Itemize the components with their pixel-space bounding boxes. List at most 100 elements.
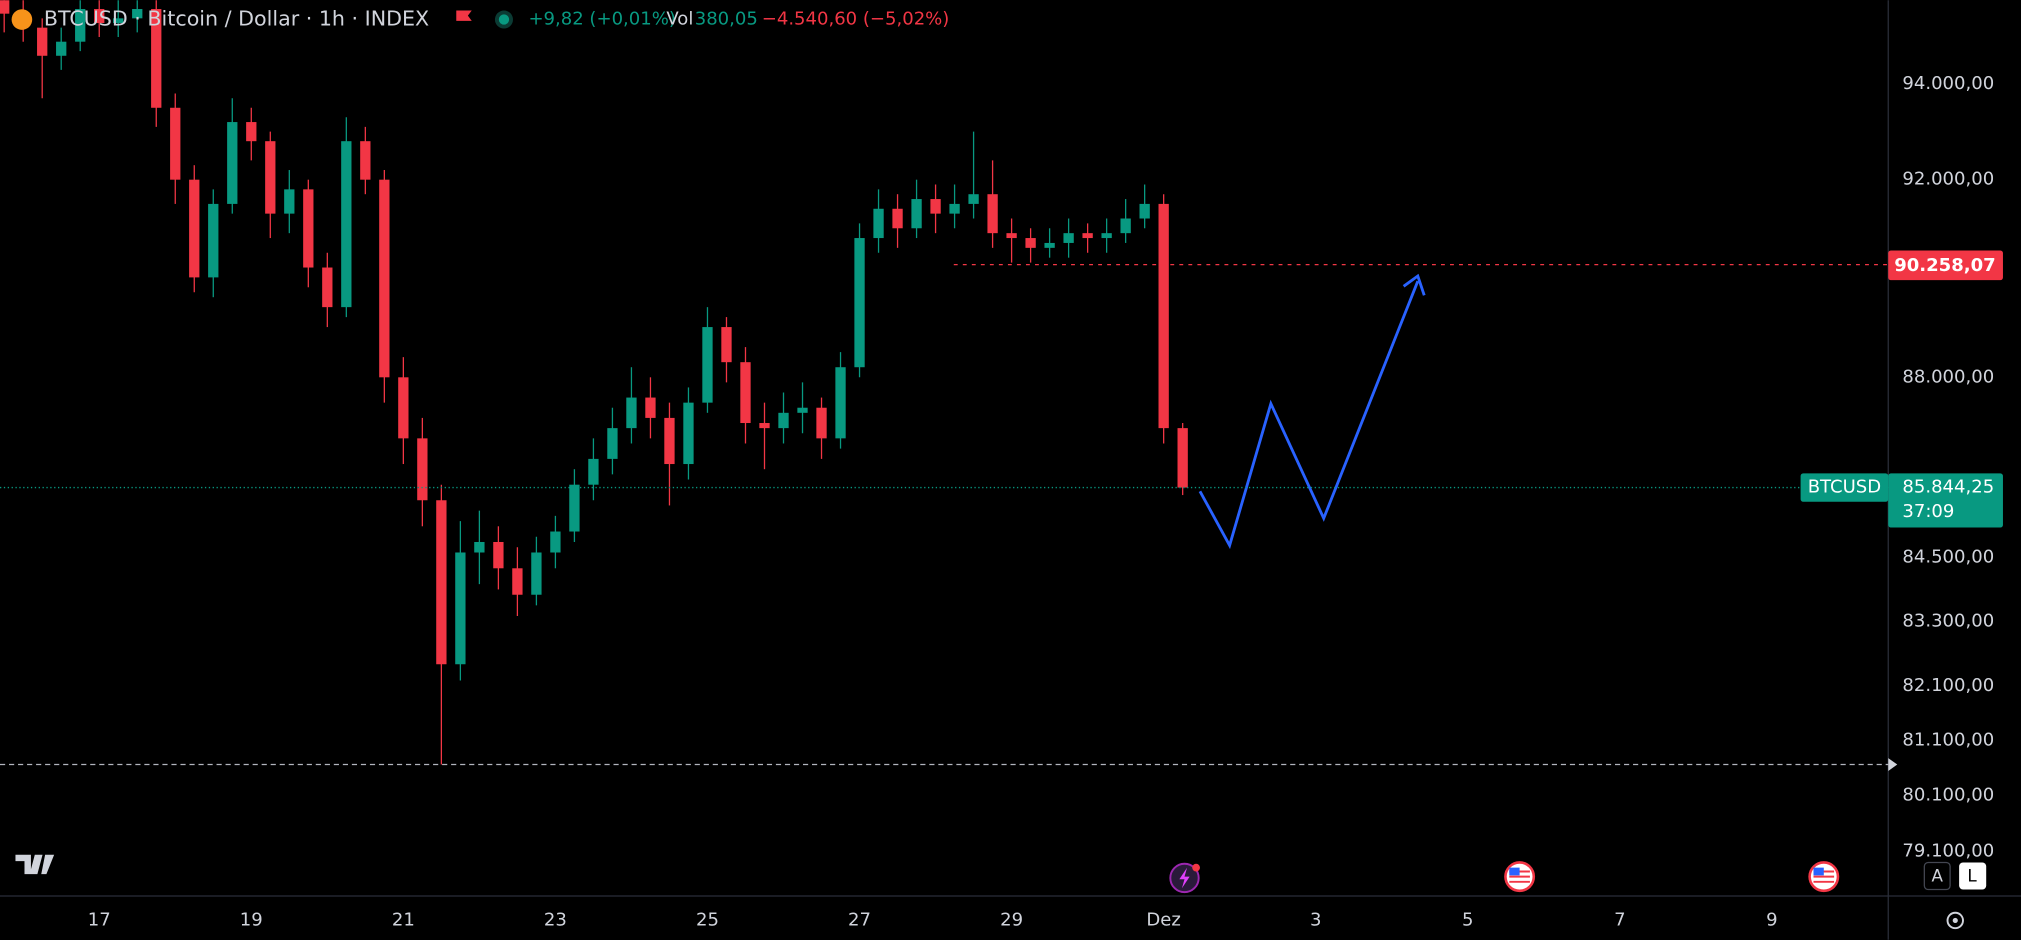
log-label[interactable]: L — [1967, 866, 1977, 886]
candle-body — [1139, 203, 1150, 219]
log-button[interactable] — [1959, 862, 1987, 890]
logo[interactable] — [15, 854, 55, 875]
x-tick-label: 25 — [696, 909, 719, 930]
candle-body — [911, 199, 922, 229]
candle-body — [1044, 242, 1055, 248]
candle-body — [208, 203, 219, 278]
candle-body — [341, 141, 352, 308]
events-badge — [1192, 863, 1200, 872]
candle-body — [588, 458, 599, 485]
y-tick-label: 80.100,00 — [1902, 785, 1994, 806]
candles — [0, 0, 1188, 765]
candle-body — [94, 9, 105, 23]
y-tick-label: 94.000,00 — [1902, 73, 1994, 94]
candle-body — [455, 552, 466, 665]
settings-icon[interactable] — [1946, 911, 1964, 930]
candle-body — [816, 407, 827, 439]
candle-body — [493, 541, 504, 569]
flag-icon[interactable] — [456, 10, 472, 21]
candle-body — [873, 208, 884, 239]
candle-body — [968, 194, 979, 204]
candle-body — [265, 141, 276, 214]
candle-body — [189, 179, 200, 278]
candle-body — [284, 189, 295, 214]
candle-body — [151, 9, 162, 108]
change: +9,82 (+0,01%) — [528, 9, 675, 30]
candle-body — [645, 397, 656, 418]
candle-body — [664, 417, 675, 465]
candle-body — [1120, 218, 1131, 234]
candle-body — [379, 179, 390, 378]
drawing-arrowhead[interactable] — [1402, 273, 1426, 296]
candle-body — [303, 189, 314, 268]
candle-body — [512, 568, 523, 595]
level-price: 90.258,07 — [1894, 255, 1996, 276]
status-dot — [498, 14, 510, 25]
candle-body — [56, 41, 67, 56]
candle-body — [246, 122, 257, 142]
countdown: 37:09 — [1902, 501, 1954, 522]
level-tag — [1888, 250, 2003, 281]
event-flag[interactable] — [1808, 861, 1840, 893]
period-change: −4.540,60 (−5,02%) — [762, 9, 950, 30]
drawing-path[interactable] — [1198, 280, 1420, 550]
candle-body — [1158, 203, 1169, 429]
events-bolt — [1179, 867, 1190, 889]
x-tick-label: 7 — [1614, 909, 1625, 930]
last-price: 85.844,25 — [1902, 477, 1994, 498]
symbol-title[interactable]: BTCUSD · Bitcoin / Dollar · 1h · INDEX — [44, 7, 429, 31]
candle-body — [607, 428, 618, 459]
candle-body — [417, 438, 428, 501]
y-tick-label: 79.100,00 — [1902, 840, 1994, 861]
candle-body — [1006, 233, 1017, 239]
candle-body — [702, 327, 713, 403]
candle-body — [721, 327, 732, 363]
candle-body — [113, 18, 124, 23]
symbol-icon — [11, 9, 33, 30]
candle-body — [474, 541, 485, 553]
last-price-tag — [1888, 473, 2003, 528]
candle-body — [170, 107, 181, 180]
x-tick-label: 19 — [240, 909, 263, 930]
candle-body — [227, 122, 238, 204]
x-tick-label: 29 — [1000, 909, 1023, 930]
y-tick-label: 92.000,00 — [1902, 169, 1994, 190]
candle-body — [398, 377, 409, 439]
candle-body — [892, 208, 903, 229]
x-tick-label: 23 — [544, 909, 567, 930]
candle-body — [1025, 238, 1036, 248]
candle-body — [0, 0, 10, 14]
auto-button[interactable] — [1923, 861, 1951, 891]
candle-body — [75, 9, 86, 42]
x-tick-label: 5 — [1462, 909, 1473, 930]
candle-body — [436, 500, 447, 665]
candle-body — [740, 362, 751, 424]
x-tick-label: 17 — [88, 909, 111, 930]
candle-body — [778, 412, 789, 429]
candle-body — [1063, 233, 1074, 243]
y-tick-label: 82.100,00 — [1902, 675, 1994, 696]
candle-body — [531, 552, 542, 595]
y-tick-label: 84.500,00 — [1902, 547, 1994, 568]
candle-body — [569, 484, 580, 532]
symbol-tag — [1800, 473, 1889, 502]
x-tick-label: 27 — [848, 909, 871, 930]
candle-body — [322, 267, 333, 308]
candle-body — [1101, 233, 1112, 239]
candle-body — [930, 199, 941, 214]
x-tick-label: Dez — [1146, 909, 1180, 930]
candle-body — [854, 238, 865, 368]
candle-body — [987, 194, 998, 234]
low-line-arrow — [1888, 758, 1898, 771]
x-tick-label: 9 — [1766, 909, 1777, 930]
candle-body — [1082, 233, 1093, 239]
event-flag[interactable] — [1504, 861, 1536, 893]
volume: 380,05 — [695, 9, 758, 30]
auto-label[interactable]: A — [1931, 866, 1943, 886]
candle-body — [550, 531, 561, 553]
candle-body — [360, 141, 371, 180]
candle-body — [835, 367, 846, 439]
